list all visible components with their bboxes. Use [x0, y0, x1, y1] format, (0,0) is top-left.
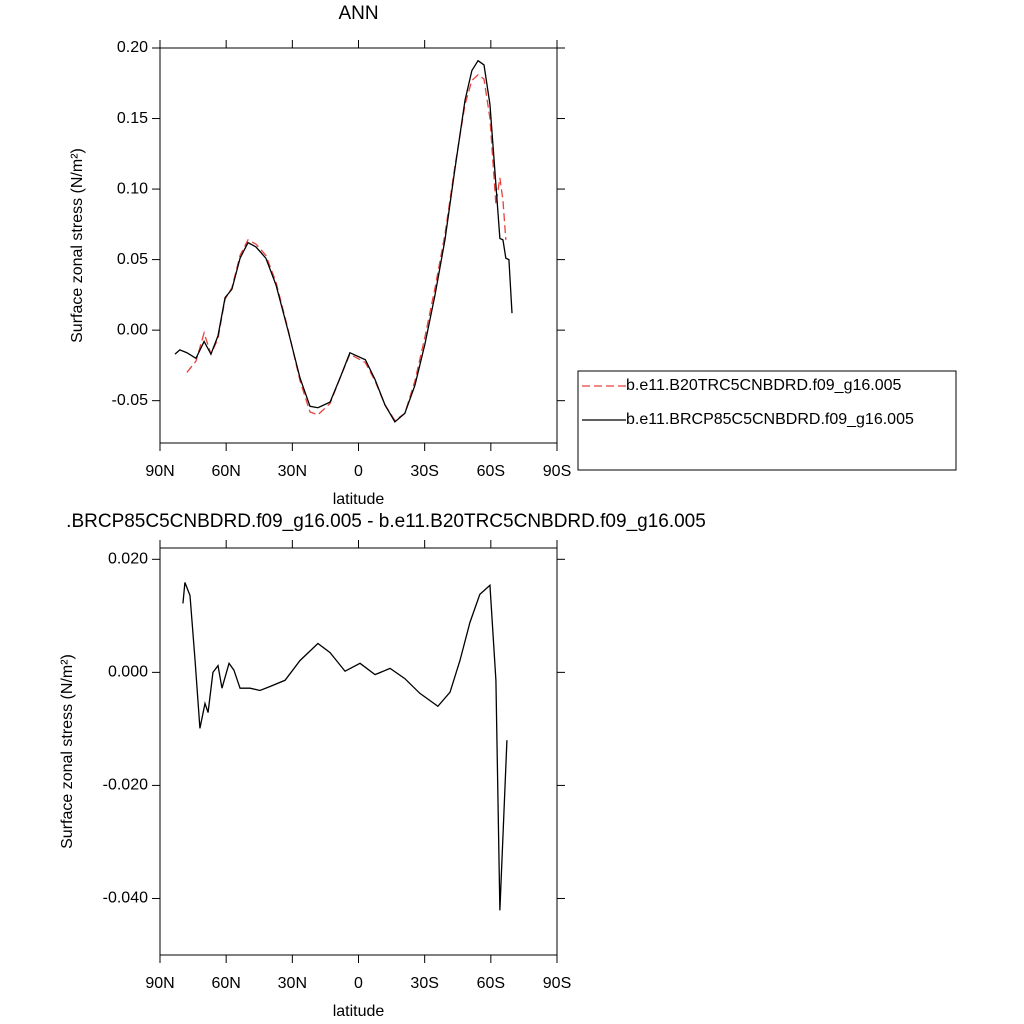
x-tick-label: 90S	[543, 975, 571, 992]
x-axis-label: latitude	[333, 491, 385, 508]
data-line	[186, 73, 507, 422]
y-tick-label: 0.00	[117, 321, 148, 338]
y-tick-label: -0.05	[112, 392, 149, 409]
x-tick-label: 90N	[145, 463, 174, 480]
chart-title: .BRCP85C5CNBDRD.f09_g16.005 - b.e11.B20T…	[66, 511, 706, 532]
legend-label: b.e11.B20TRC5CNBDRD.f09_g16.005	[626, 377, 902, 394]
y-tick-label: 0.15	[117, 110, 148, 127]
y-tick-label: 0.000	[108, 664, 148, 681]
x-tick-label: 90S	[543, 463, 571, 480]
y-axis-label: Surface zonal stress (N/m²)	[69, 148, 86, 343]
data-line	[174, 59, 513, 423]
plot-frame	[159, 47, 558, 444]
x-tick-label: 60S	[477, 975, 505, 992]
y-tick-label: 0.20	[117, 39, 148, 56]
x-tick-label: 0	[354, 463, 363, 480]
x-tick-label: 30N	[278, 975, 307, 992]
y-tick-label: 0.10	[117, 180, 148, 197]
x-tick-label: 0	[354, 975, 363, 992]
data-line	[182, 582, 508, 911]
x-tick-label: 30N	[278, 463, 307, 480]
x-tick-label: 30S	[410, 463, 438, 480]
y-tick-label: -0.040	[103, 890, 148, 907]
y-axis-label: Surface zonal stress (N/m²)	[59, 654, 76, 849]
x-tick-label: 60N	[211, 463, 240, 480]
legend-box	[577, 370, 957, 471]
x-tick-label: 30S	[410, 975, 438, 992]
x-axis-label: latitude	[333, 1003, 385, 1020]
chart-title: ANN	[338, 3, 378, 24]
x-tick-label: 60S	[477, 463, 505, 480]
y-tick-label: 0.020	[108, 551, 148, 568]
x-tick-label: 90N	[145, 975, 174, 992]
y-tick-label: -0.020	[103, 777, 148, 794]
y-tick-label: 0.05	[117, 251, 148, 268]
x-tick-label: 60N	[211, 975, 240, 992]
legend-label: b.e11.BRCP85C5CNBDRD.f09_g16.005	[626, 411, 914, 428]
